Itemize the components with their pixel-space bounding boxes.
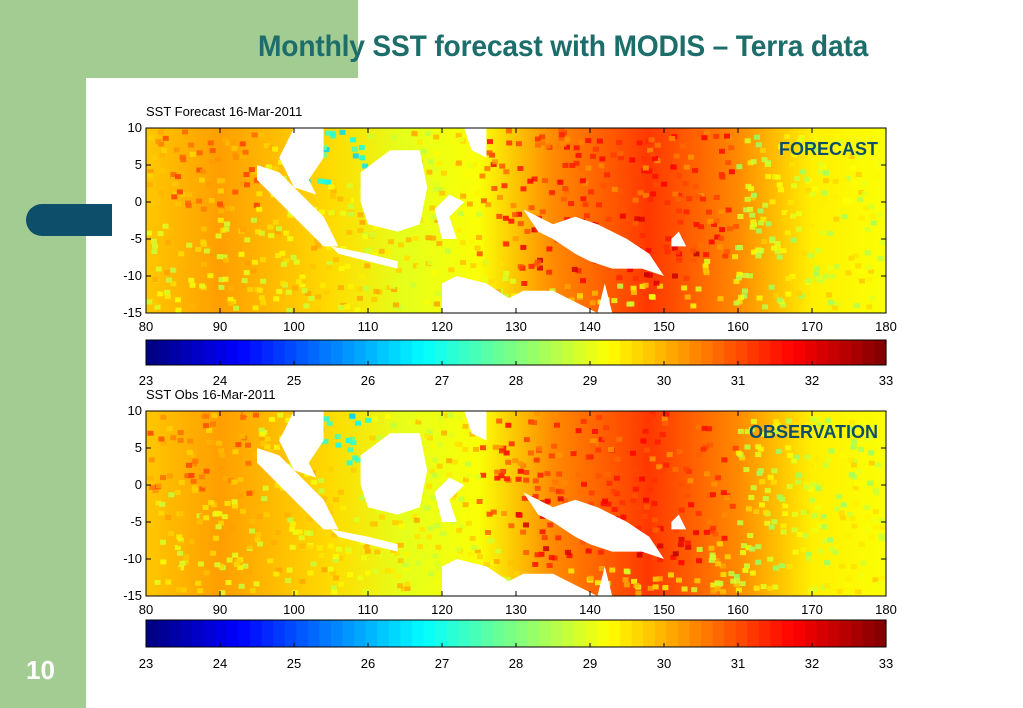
decorative-tab [26, 204, 112, 236]
x-tick-label: 180 [875, 602, 897, 617]
x-tick-label: 90 [213, 319, 227, 334]
colorbar-tick-label: 30 [657, 656, 671, 671]
x-tick-label: 150 [653, 319, 675, 334]
colorbar-tick-label: 30 [657, 373, 671, 388]
sst-field [146, 128, 886, 313]
land-mask [257, 411, 687, 596]
colorbar-tick-label: 27 [435, 656, 449, 671]
colorbar-tick-label: 24 [213, 373, 227, 388]
y-tick-label: -5 [130, 514, 142, 529]
y-tick-label: -15 [123, 588, 142, 603]
x-tick-label: 140 [579, 602, 601, 617]
x-tick-label: 170 [801, 319, 823, 334]
colorbar-tick-label: 32 [805, 373, 819, 388]
x-tick-label: 130 [505, 602, 527, 617]
colorbar-tick-label: 26 [361, 656, 375, 671]
x-tick-label: 80 [139, 602, 153, 617]
plot-title: SST Obs 16-Mar-2011 [146, 387, 276, 402]
colorbar-tick-label: 33 [879, 656, 893, 671]
colorbar-tick-label: 28 [509, 373, 523, 388]
colorbar [145, 339, 887, 366]
colorbar-tick-label: 25 [287, 656, 301, 671]
colorbar-tick-label: 25 [287, 373, 301, 388]
x-tick-label: 150 [653, 602, 675, 617]
colorbar-tick-label: 26 [361, 373, 375, 388]
land-mask [257, 128, 687, 313]
x-tick-label: 140 [579, 319, 601, 334]
colorbar-tick-label: 29 [583, 373, 597, 388]
x-tick-label: 100 [283, 319, 305, 334]
x-tick-label: 90 [213, 602, 227, 617]
x-tick-label: 80 [139, 319, 153, 334]
colorbar-tick-label: 28 [509, 656, 523, 671]
x-tick-label: 170 [801, 602, 823, 617]
colorbar-tick-label: 29 [583, 656, 597, 671]
x-tick-label: 110 [358, 319, 379, 334]
y-tick-label: 5 [135, 157, 142, 172]
x-tick-label: 160 [727, 602, 749, 617]
colorbar-tick-label: 33 [879, 373, 893, 388]
slide-title: Monthly SST forecast with MODIS – Terra … [258, 30, 869, 63]
x-tick-label: 110 [358, 602, 379, 617]
forecast-chart: SST Forecast 16-Mar-2011 10 5 0 -5 -10 -15 80 90… [110, 100, 910, 390]
plot-title: SST Forecast 16-Mar-2011 [146, 104, 302, 119]
y-tick-label: 5 [135, 440, 142, 455]
y-tick-label: 10 [128, 120, 142, 135]
colorbar-tick-label: 31 [731, 656, 745, 671]
y-tick-label: -10 [123, 551, 142, 566]
x-tick-label: 180 [875, 319, 897, 334]
left-band [0, 0, 86, 708]
x-tick-label: 130 [505, 319, 527, 334]
colorbar-tick-label: 23 [139, 373, 153, 388]
slide-number: 10 [26, 655, 55, 685]
colorbar-tick-label: 23 [139, 656, 153, 671]
observation-chart: SST Obs 16-Mar-2011 10 5 0 -5 -10 -15 80 90 100 11… [110, 383, 910, 683]
x-tick-label: 160 [727, 319, 749, 334]
x-tick-label: 120 [431, 602, 453, 617]
colorbar-tick-label: 31 [731, 373, 745, 388]
colorbar [145, 619, 887, 648]
y-tick-label: 0 [135, 477, 142, 492]
y-tick-label: 0 [135, 194, 142, 209]
forecast-label: FORECAST [779, 139, 878, 159]
x-tick-label: 100 [283, 602, 305, 617]
y-tick-label: -5 [130, 231, 142, 246]
colorbar-tick-label: 24 [213, 656, 227, 671]
y-tick-label: -15 [123, 305, 142, 320]
x-tick-label: 120 [431, 319, 453, 334]
colorbar-tick-label: 32 [805, 656, 819, 671]
y-tick-label: -10 [123, 268, 142, 283]
observation-label: OBSERVATION [749, 422, 878, 442]
y-tick-label: 10 [128, 403, 142, 418]
colorbar-tick-label: 27 [435, 373, 449, 388]
